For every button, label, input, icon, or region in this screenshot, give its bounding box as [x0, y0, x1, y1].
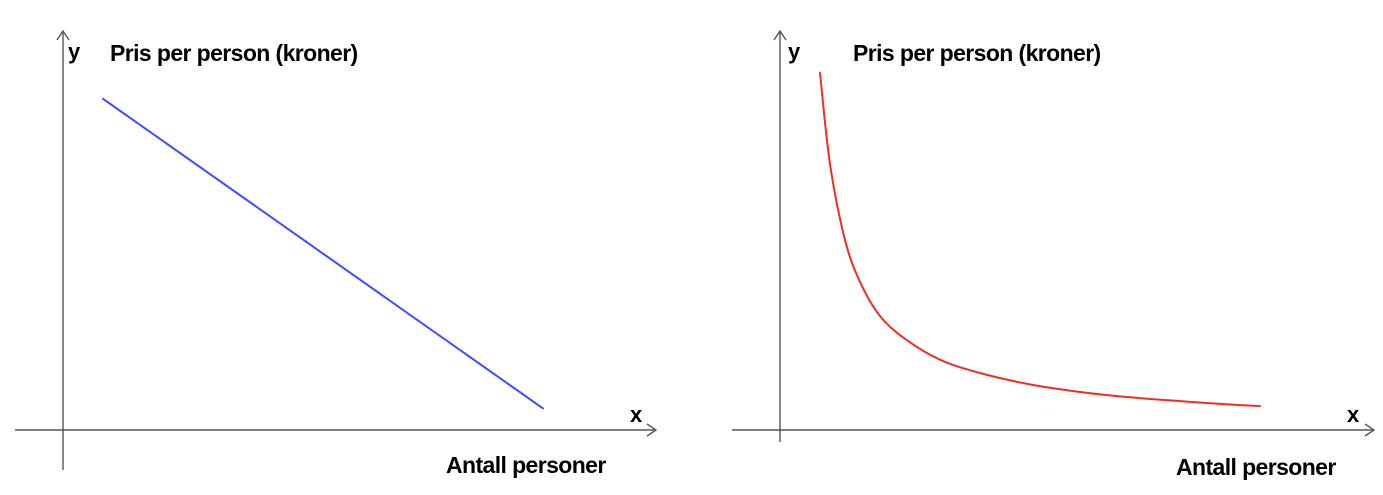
y-axis-title: Pris per person (kroner): [110, 40, 358, 66]
x-axis-title: Antall personer: [1176, 454, 1336, 480]
x-axis-symbol: x: [630, 402, 642, 427]
x-axis-arrowhead: [1364, 423, 1376, 437]
series-layer: [819, 71, 1261, 408]
series-layer: [102, 97, 544, 410]
y-axis-arrowhead: [56, 29, 70, 41]
x-axis-symbol: x: [1347, 402, 1359, 427]
series-line-0: [102, 97, 544, 410]
chart-right-canvas: [732, 29, 1376, 442]
axes: [15, 29, 658, 470]
y-axis-title: Pris per person (kroner): [853, 40, 1101, 66]
chart-left: y Pris per person (kroner) x Antall pers…: [0, 0, 690, 495]
axes: [732, 29, 1376, 442]
x-axis-title: Antall personer: [446, 452, 606, 478]
y-axis-arrowhead: [773, 29, 787, 41]
y-axis-symbol: y: [788, 39, 800, 64]
chart-right: y Pris per person (kroner) x Antall pers…: [720, 0, 1383, 495]
y-axis-symbol: y: [68, 39, 80, 64]
x-axis-arrowhead: [646, 423, 658, 437]
chart-left-canvas: [15, 29, 658, 470]
series-line-0: [819, 71, 1261, 408]
